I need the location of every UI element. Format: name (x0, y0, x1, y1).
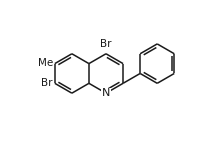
Text: Me: Me (38, 58, 53, 68)
Text: N: N (102, 88, 110, 98)
Text: Br: Br (100, 39, 112, 49)
Text: Br: Br (42, 78, 53, 88)
